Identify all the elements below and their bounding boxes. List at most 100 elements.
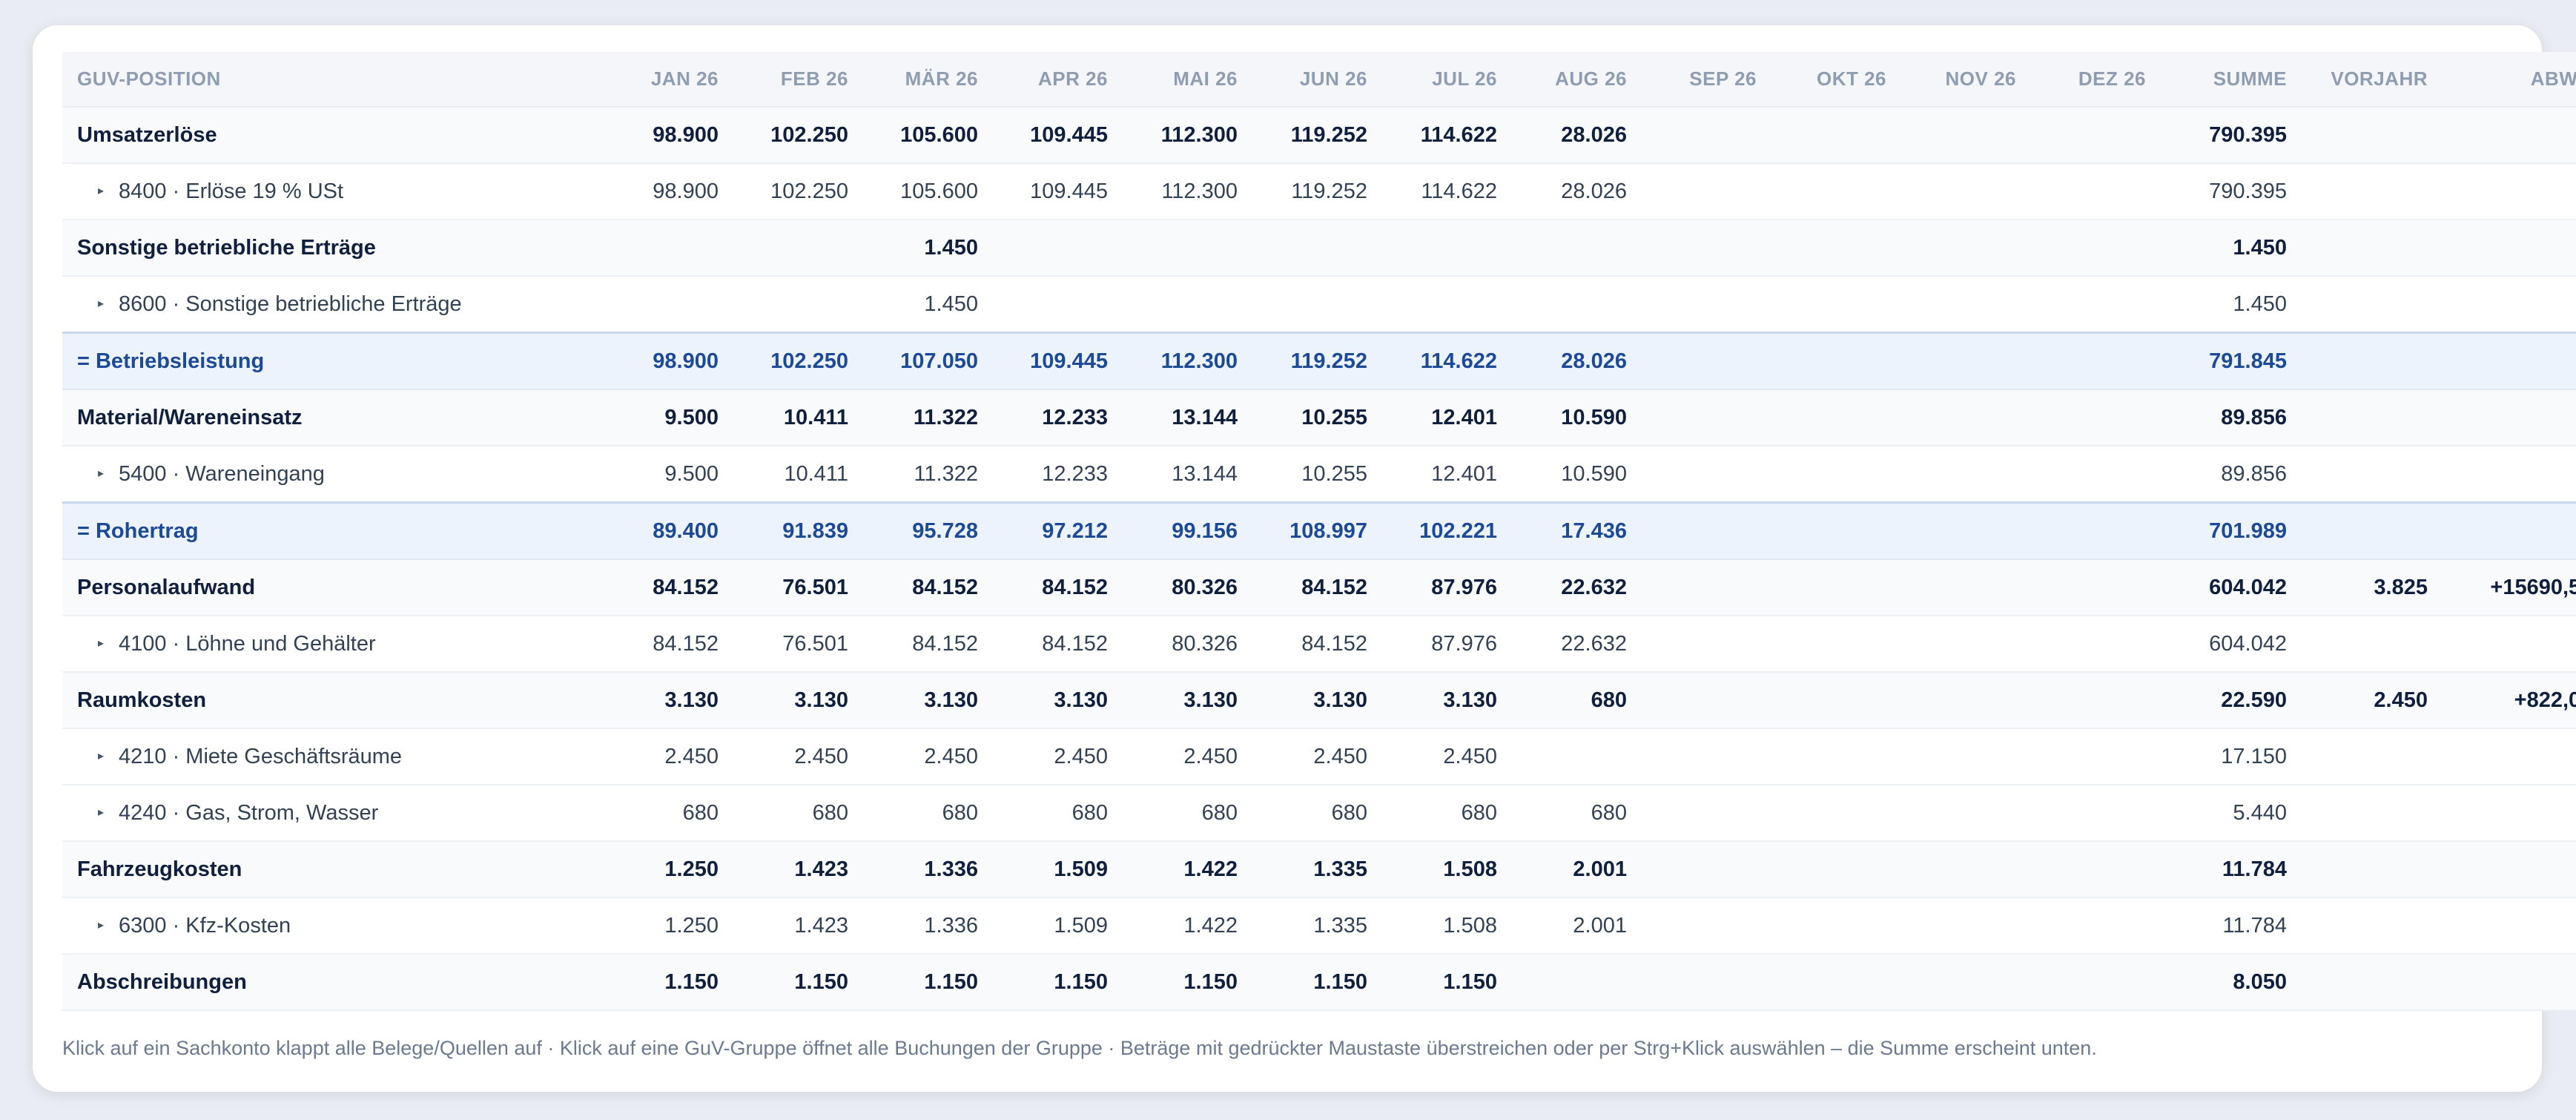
amount-cell[interactable]: 790.395 [2161,107,2302,164]
column-header[interactable]: FEB 26 [733,52,863,108]
amount-cell[interactable]: 1.150 [733,954,863,1011]
amount-cell[interactable] [1771,897,1901,955]
amount-cell[interactable] [2302,389,2443,447]
expand-triangle-icon[interactable]: ▸ [98,467,105,480]
amount-cell[interactable] [2031,897,2161,955]
account-row[interactable]: ▸ 8600 · Sonstige betriebliche Erträge 1.4… [62,276,2576,334]
amount-cell[interactable]: +822,0 % [2443,672,2576,729]
amount-cell[interactable] [2302,501,2443,560]
amount-cell[interactable]: 604.042 [2161,616,2302,673]
amount-cell[interactable]: 109.445 [993,163,1123,220]
amount-cell[interactable]: 22.632 [1512,616,1642,673]
amount-cell[interactable]: 3.130 [604,672,733,729]
amount-cell[interactable]: 89.400 [604,501,733,560]
amount-cell[interactable] [1901,107,2031,164]
column-header[interactable]: DEZ 26 [2031,52,2161,108]
amount-cell[interactable]: 84.152 [1252,559,1382,616]
position-cell[interactable]: ▸ 4240 · Gas, Strom, Wasser [62,785,604,842]
amount-cell[interactable]: 105.600 [863,107,993,164]
amount-cell[interactable]: 1.450 [2161,220,2302,277]
amount-cell[interactable]: 89.856 [2161,446,2302,504]
amount-cell[interactable] [1771,841,1901,898]
amount-cell[interactable] [2302,954,2443,1011]
amount-cell[interactable] [1642,728,1771,785]
amount-cell[interactable]: 114.622 [1382,332,1512,390]
amount-cell[interactable]: 791.845 [2161,332,2302,390]
amount-cell[interactable] [2031,559,2161,616]
amount-cell[interactable] [2443,728,2576,785]
amount-cell[interactable]: 98.900 [604,163,733,220]
amount-cell[interactable]: 680 [1123,785,1252,842]
amount-cell[interactable] [1901,220,2031,277]
amount-cell[interactable] [1901,897,2031,955]
account-row[interactable]: ▸ 4100 · Löhne und Gehälter 84.152 76.501 84… [62,616,2576,673]
position-cell[interactable]: ▸ 5400 · Wareneingang [62,446,604,504]
amount-cell[interactable] [2443,220,2576,277]
amount-cell[interactable]: 10.255 [1252,446,1382,504]
amount-cell[interactable] [993,276,1123,334]
amount-cell[interactable]: 1.422 [1123,897,1252,955]
amount-cell[interactable]: 112.300 [1123,332,1252,390]
amount-cell[interactable]: 99.156 [1123,501,1252,560]
amount-cell[interactable]: 5.440 [2161,785,2302,842]
amount-cell[interactable]: 84.152 [993,616,1123,673]
column-header[interactable]: JUN 26 [1252,52,1382,108]
amount-cell[interactable] [1771,276,1901,334]
amount-cell[interactable]: 680 [604,785,733,842]
amount-cell[interactable] [1642,389,1771,447]
amount-cell[interactable]: 10.590 [1512,389,1642,447]
expand-triangle-icon[interactable]: ▸ [98,749,105,762]
amount-cell[interactable] [2443,616,2576,673]
amount-cell[interactable]: 680 [993,785,1123,842]
expand-triangle-icon[interactable]: ▸ [98,918,105,932]
amount-cell[interactable]: 108.997 [1252,501,1382,560]
amount-cell[interactable]: 91.839 [733,501,863,560]
amount-cell[interactable]: 1.450 [863,276,993,334]
amount-cell[interactable]: 1.250 [604,841,733,898]
amount-cell[interactable] [2302,163,2443,220]
amount-cell[interactable] [1901,841,2031,898]
amount-cell[interactable]: 105.600 [863,163,993,220]
expand-triangle-icon[interactable]: ▸ [98,636,105,650]
amount-cell[interactable] [1771,446,1901,504]
account-row[interactable]: ▸ 4240 · Gas, Strom, Wasser 680 680 680 680 68… [62,785,2576,842]
position-cell[interactable]: ▸ 8600 · Sonstige betriebliche Erträge [62,276,604,334]
guv-group-row[interactable]: Fahrzeugkosten 1.250 1.423 1.336 1.509 1.422 1… [62,841,2576,898]
account-row[interactable]: ▸ 6300 · Kfz-Kosten 1.250 1.423 1.336 1.509 1.… [62,897,2576,955]
amount-cell[interactable]: 2.450 [1123,728,1252,785]
position-cell[interactable]: Umsatzerlöse [62,107,604,164]
amount-cell[interactable] [2031,728,2161,785]
amount-cell[interactable]: 114.622 [1382,163,1512,220]
amount-cell[interactable]: 1.336 [863,841,993,898]
expand-triangle-icon[interactable]: ▸ [98,806,105,819]
position-cell[interactable]: Sonstige betriebliche Erträge [62,220,604,277]
amount-cell[interactable]: 1.508 [1382,897,1512,955]
amount-cell[interactable] [1771,954,1901,1011]
amount-cell[interactable]: 87.976 [1382,559,1512,616]
amount-cell[interactable]: 11.784 [2161,841,2302,898]
amount-cell[interactable]: 1.336 [863,897,993,955]
amount-cell[interactable]: 98.900 [604,107,733,164]
amount-cell[interactable]: 2.450 [2302,672,2443,729]
amount-cell[interactable]: 2.450 [1252,728,1382,785]
column-header[interactable]: ABW. % [2443,52,2576,108]
amount-cell[interactable]: 102.250 [733,163,863,220]
amount-cell[interactable] [1771,107,1901,164]
amount-cell[interactable] [1642,841,1771,898]
amount-cell[interactable]: 2.450 [1382,728,1512,785]
amount-cell[interactable] [2302,220,2443,277]
amount-cell[interactable] [733,276,863,334]
amount-cell[interactable] [2031,501,2161,560]
amount-cell[interactable]: 84.152 [993,559,1123,616]
account-row[interactable]: ▸ 8400 · Erlöse 19 % USt 98.900 102.250 105.… [62,163,2576,220]
column-header[interactable]: AUG 26 [1512,52,1642,108]
amount-cell[interactable]: 84.152 [604,559,733,616]
amount-cell[interactable] [2443,954,2576,1011]
amount-cell[interactable]: 1.335 [1252,841,1382,898]
amount-cell[interactable]: 1.150 [1123,954,1252,1011]
amount-cell[interactable] [2302,616,2443,673]
amount-cell[interactable] [1642,672,1771,729]
amount-cell[interactable] [1901,954,2031,1011]
amount-cell[interactable] [2443,163,2576,220]
column-header[interactable]: OKT 26 [1771,52,1901,108]
